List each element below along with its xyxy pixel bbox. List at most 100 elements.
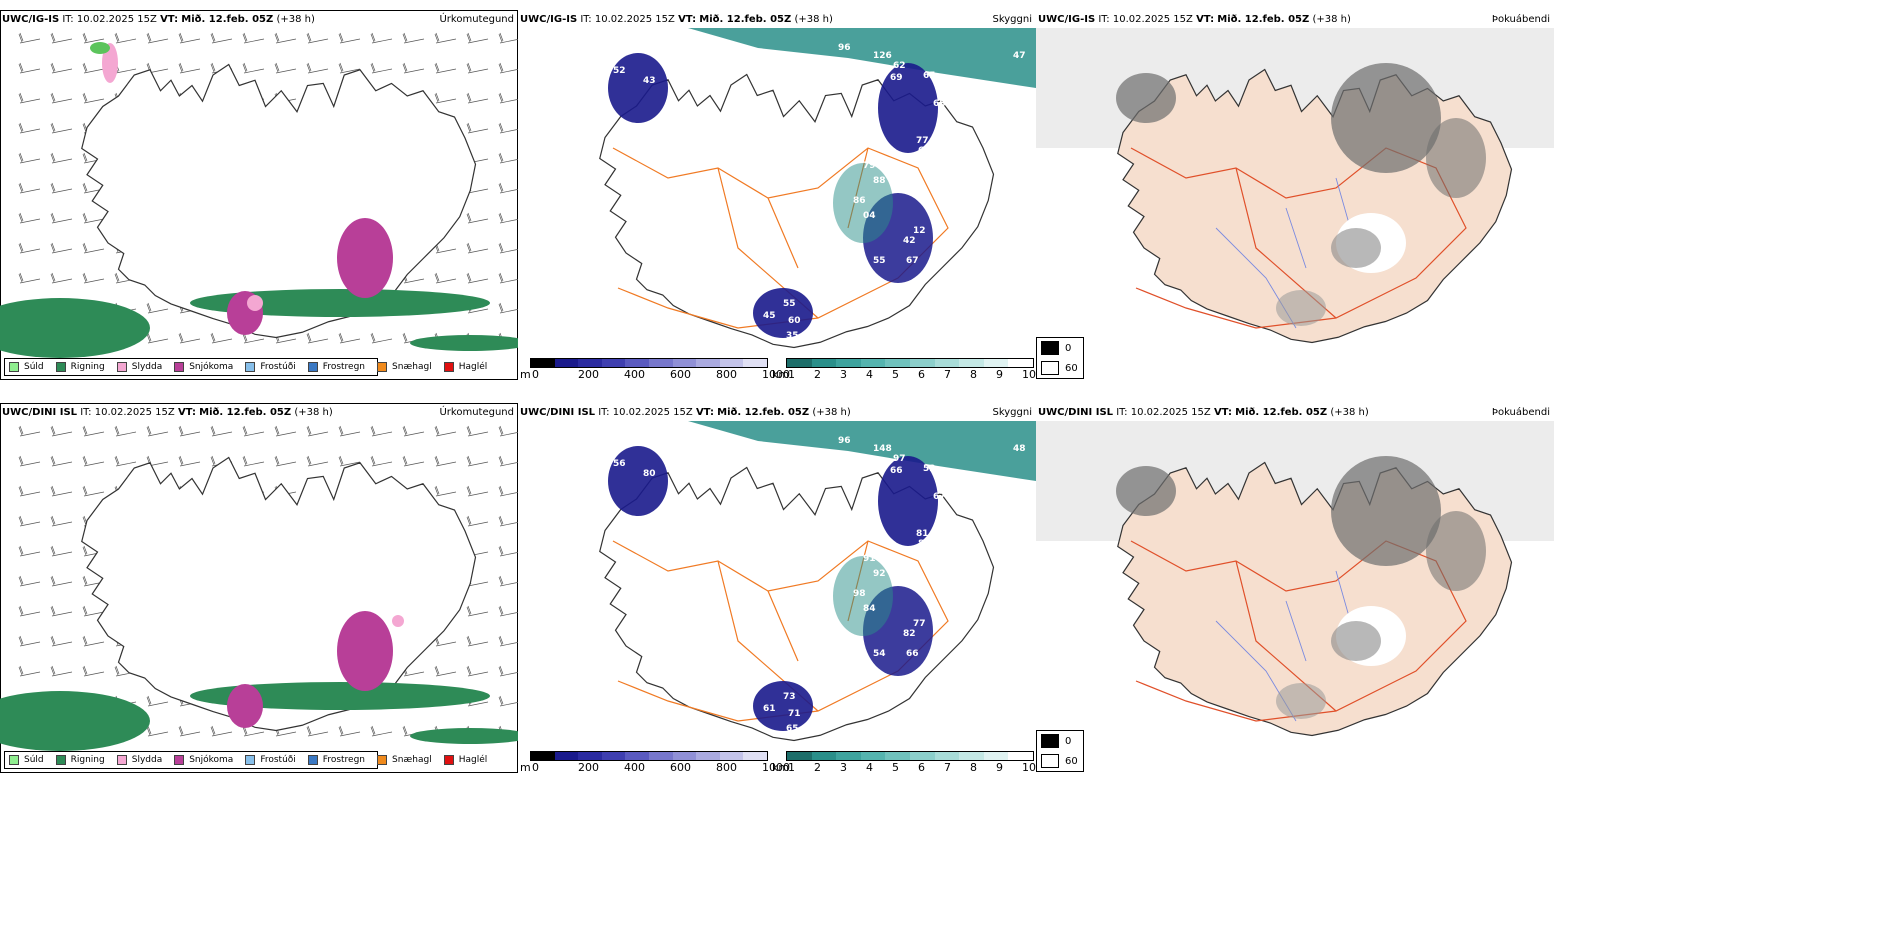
fog-area xyxy=(1426,118,1486,198)
visibility-value-label: 66 xyxy=(906,649,919,659)
colorbar-tick: 3 xyxy=(840,761,847,774)
wind-barb xyxy=(82,485,105,497)
visibility-value-label: 54 xyxy=(873,649,886,659)
precip-legend: Súld Rigning Slydda Snjókoma Frostúði Frostre… xyxy=(4,751,487,769)
valid-time-label: VT: xyxy=(695,407,714,418)
colorbar-tick: 10 xyxy=(1022,368,1036,381)
colorbar-tick: 9 xyxy=(996,368,1003,381)
precip-legend: Súld Rigning Slydda Snjókoma Frostúði Frostre… xyxy=(4,358,487,376)
legend-swatch xyxy=(377,755,388,765)
wind-barb xyxy=(146,302,169,314)
colorbar-cell xyxy=(885,359,910,367)
visibility-value-label: 69 xyxy=(890,73,903,83)
visibility-value-label: 77 xyxy=(913,619,926,629)
legend-item: Snæhagl xyxy=(377,755,432,765)
snow-area xyxy=(227,684,263,728)
wind-barb xyxy=(18,545,41,557)
rain-area xyxy=(190,682,490,710)
wind-barb xyxy=(498,635,518,647)
wind-barb xyxy=(274,425,297,437)
colorbar-cell xyxy=(1008,752,1033,760)
wind-barb xyxy=(434,635,457,647)
wind-barb xyxy=(466,605,489,617)
low-visibility-area xyxy=(753,288,813,338)
legend-item: Haglél xyxy=(443,362,487,372)
wind-barb xyxy=(50,575,73,587)
legend-swatch xyxy=(307,362,318,372)
wind-barb xyxy=(50,635,73,647)
legend-swatch xyxy=(116,755,127,765)
panel-field-name: Þokuábendi xyxy=(1491,407,1550,418)
visibility-value-label: 66 xyxy=(890,466,903,476)
wind-barb xyxy=(274,32,297,44)
colorbar-cell xyxy=(578,359,602,367)
issue-time: 10.02.2025 15Z xyxy=(94,407,175,418)
colorbar-tick: 800 xyxy=(716,761,737,774)
valid-time: Mið. 12.feb. 05Z xyxy=(699,14,792,25)
legend-label: Haglél xyxy=(458,755,488,765)
valid-time-label: VT: xyxy=(160,14,179,25)
colorbar-cell xyxy=(696,359,720,367)
wind-barb xyxy=(50,152,73,164)
rain-area xyxy=(190,289,490,317)
fog-legend-item: 60 xyxy=(1037,751,1083,771)
legend-swatch xyxy=(174,362,185,372)
legend-swatch xyxy=(55,755,66,765)
wind-barb xyxy=(306,332,329,344)
wind-barb xyxy=(306,32,329,44)
lead-time: (+38 h) xyxy=(1312,14,1351,25)
colorbar-tick: 7 xyxy=(944,368,951,381)
sleet-area xyxy=(247,295,263,311)
wind-barb xyxy=(434,62,457,74)
model-name: UWC/DINI ISL xyxy=(2,407,78,418)
panel-title: UWC/DINI ISL IT: 10.02.2025 15Z VT: Mið.… xyxy=(520,407,851,418)
wind-barb xyxy=(18,272,41,284)
wind-barb xyxy=(466,425,489,437)
fog-area xyxy=(1331,228,1381,268)
panel-field-name: Úrkomutegund xyxy=(439,407,514,418)
fog-map xyxy=(1036,28,1554,344)
legend-swatch xyxy=(55,362,66,372)
wind-barb xyxy=(82,32,105,44)
wind-barb xyxy=(498,695,518,707)
fog-legend: 0 60 xyxy=(1036,730,1084,772)
colorbar-cell xyxy=(554,752,579,760)
wind-barb xyxy=(466,515,489,527)
colorbar-tick: 1000 xyxy=(762,368,790,381)
wind-barb xyxy=(498,665,518,677)
wind-barb xyxy=(370,455,393,467)
colorbar-cell xyxy=(601,359,626,367)
visibility-value-label: 89 xyxy=(918,539,931,549)
legend-item: Frostregn xyxy=(307,362,365,372)
visibility-value-label: 88 xyxy=(873,176,886,186)
fog-area xyxy=(1426,511,1486,591)
wind-barb xyxy=(466,272,489,284)
valid-time-label: VT: xyxy=(1196,14,1215,25)
wind-barb xyxy=(18,605,41,617)
visibility-value-label: 55 xyxy=(873,256,886,266)
colorbar-tick: 600 xyxy=(670,368,691,381)
colorbar-cell xyxy=(554,359,579,367)
colorbar-cell xyxy=(885,752,910,760)
colorbar-tick: 2 xyxy=(814,761,821,774)
fog-area xyxy=(1331,63,1441,173)
panel-field-name: Þokuábendi xyxy=(1491,14,1550,25)
colorbar-cell xyxy=(648,359,673,367)
legend-item: Rigning xyxy=(55,755,105,765)
panel-title: UWC/DINI ISL IT: 10.02.2025 15Z VT: Mið.… xyxy=(1038,407,1369,418)
issue-time: 10.02.2025 15Z xyxy=(76,14,157,25)
legend-swatch xyxy=(9,362,19,372)
wind-barb xyxy=(498,152,518,164)
fog-area xyxy=(1276,683,1326,719)
issue-time: 10.02.2025 15Z xyxy=(594,14,675,25)
legend-item: Slydda xyxy=(116,362,162,372)
wind-barb xyxy=(498,182,518,194)
low-visibility-area xyxy=(753,681,813,731)
valid-time: Mið. 12.feb. 05Z xyxy=(181,14,274,25)
wind-barb xyxy=(466,92,489,104)
colorbar-tick: 1 xyxy=(788,761,795,774)
wind-barb xyxy=(114,455,137,467)
panel-field-name: Úrkomutegund xyxy=(439,14,514,25)
colorbar-cell xyxy=(531,752,555,760)
